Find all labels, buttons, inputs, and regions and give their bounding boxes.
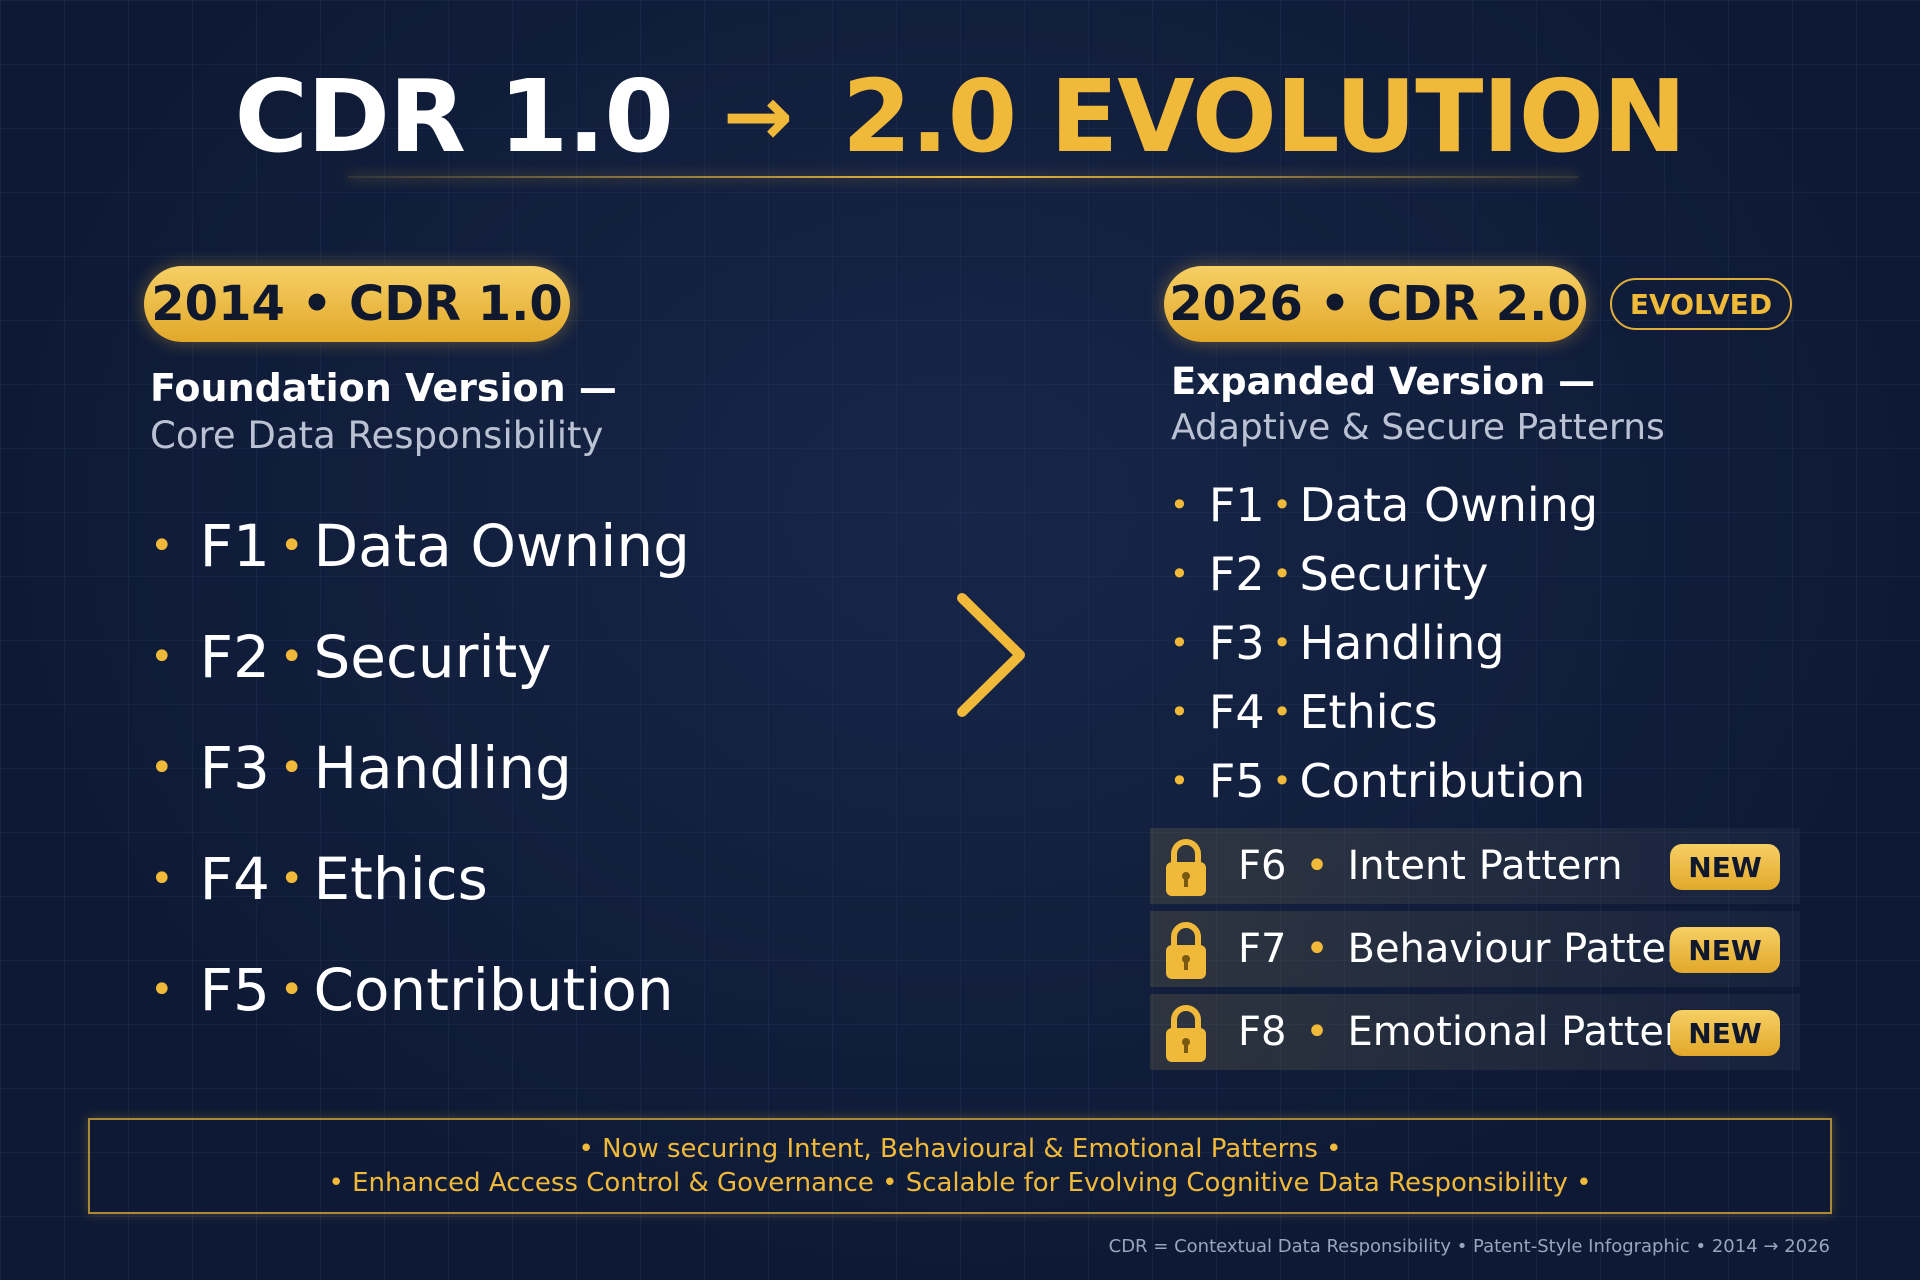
- new-item-f7: F7 • Behaviour Pattern NEW: [1150, 911, 1800, 987]
- summary-box: • Now securing Intent, Behavioural & Emo…: [88, 1118, 1832, 1214]
- right-list-item-f3: • F3 • Handling: [1170, 616, 1505, 670]
- item-label: Security: [313, 623, 552, 691]
- lock-icon: [1166, 839, 1206, 896]
- summary-line-1: • Now securing Intent, Behavioural & Emo…: [578, 1134, 1342, 1164]
- item-label: Behaviour Pattern: [1347, 926, 1708, 972]
- title-right: 2.0 EVOLUTION: [842, 58, 1686, 175]
- bullet-dot: •: [150, 967, 174, 1013]
- item-code: F2: [199, 623, 270, 691]
- item-code: F1: [199, 512, 270, 580]
- title-divider: [348, 176, 1578, 178]
- item-code: F5: [199, 956, 270, 1024]
- right-list-item-f5: • F5 • Contribution: [1170, 754, 1585, 808]
- item-separator: •: [279, 967, 304, 1013]
- item-separator: •: [279, 856, 304, 902]
- item-label: Emotional Pattern: [1347, 1009, 1706, 1055]
- item-label: Handling: [313, 734, 572, 802]
- new-item-f8: F8 • Emotional Pattern NEW: [1150, 994, 1800, 1070]
- item-separator: •: [1305, 1009, 1329, 1055]
- item-code: F5: [1208, 754, 1265, 808]
- right-heading: Expanded Version —: [1171, 360, 1596, 403]
- new-badge: NEW: [1670, 927, 1780, 973]
- item-code: F4: [199, 845, 270, 913]
- item-code: F1: [1208, 478, 1265, 532]
- summary-line-2: • Enhanced Access Control & Governance •…: [328, 1168, 1592, 1198]
- item-label: Contribution: [313, 956, 674, 1024]
- left-list-item-f5: • F5 • Contribution: [150, 956, 674, 1024]
- bullet-dot: •: [1170, 555, 1189, 593]
- right-list-item-f2: • F2 • Security: [1170, 547, 1488, 601]
- left-description: Core Data Responsibility: [150, 414, 604, 457]
- title-left: CDR 1.0: [234, 58, 674, 175]
- bullet-dot: •: [1170, 486, 1189, 524]
- left-list-item-f1: • F1 • Data Owning: [150, 512, 690, 580]
- item-code: F3: [1208, 616, 1265, 670]
- right-description: Adaptive & Secure Patterns: [1171, 407, 1665, 448]
- item-label: Handling: [1299, 616, 1505, 670]
- item-separator: •: [279, 634, 304, 680]
- bullet-dot: •: [150, 523, 174, 569]
- bullet-dot: •: [150, 856, 174, 902]
- item-separator: •: [279, 523, 304, 569]
- item-label: Data Owning: [313, 512, 690, 580]
- bullet-dot: •: [150, 745, 174, 791]
- item-label: Contribution: [1299, 754, 1586, 808]
- right-list-item-f4: • F4 • Ethics: [1170, 685, 1438, 739]
- title-arrow: →: [722, 67, 793, 165]
- arrow-right-icon: [740, 593, 1025, 717]
- bullet-dot: •: [1170, 762, 1189, 800]
- bullet-dot: •: [150, 634, 174, 680]
- new-badge: NEW: [1670, 844, 1780, 890]
- new-item-text: F7 • Behaviour Pattern: [1238, 926, 1707, 972]
- item-code: F2: [1208, 547, 1265, 601]
- item-label: Ethics: [313, 845, 488, 913]
- item-code: F6: [1238, 843, 1287, 889]
- lock-icon: [1166, 922, 1206, 979]
- item-label: Ethics: [1299, 685, 1438, 739]
- left-list-item-f2: • F2 • Security: [150, 623, 552, 691]
- version-pill-2026: 2026 • CDR 2.0: [1164, 266, 1586, 342]
- item-separator: •: [1272, 486, 1292, 524]
- evolved-badge: EVOLVED: [1610, 278, 1792, 330]
- right-list-item-f1: • F1 • Data Owning: [1170, 478, 1598, 532]
- left-list-item-f3: • F3 • Handling: [150, 734, 572, 802]
- left-list-item-f4: • F4 • Ethics: [150, 845, 488, 913]
- item-separator: •: [1272, 555, 1292, 593]
- lock-icon: [1166, 1005, 1206, 1062]
- footnote: CDR = Contextual Data Responsibility • P…: [1108, 1236, 1830, 1257]
- item-code: F3: [199, 734, 270, 802]
- new-item-text: F6 • Intent Pattern: [1238, 843, 1623, 889]
- item-separator: •: [1305, 926, 1329, 972]
- item-separator: •: [1272, 624, 1292, 662]
- new-item-text: F8 • Emotional Pattern: [1238, 1009, 1705, 1055]
- item-separator: •: [1272, 762, 1292, 800]
- item-label: Intent Pattern: [1347, 843, 1623, 889]
- bullet-dot: •: [1170, 624, 1189, 662]
- item-label: Security: [1299, 547, 1489, 601]
- new-item-f6: F6 • Intent Pattern NEW: [1150, 828, 1800, 904]
- item-separator: •: [1272, 693, 1292, 731]
- new-badge: NEW: [1670, 1010, 1780, 1056]
- item-code: F4: [1208, 685, 1265, 739]
- page-title: CDR 1.0 → 2.0 EVOLUTION: [0, 58, 1920, 175]
- item-code: F8: [1238, 1009, 1287, 1055]
- item-separator: •: [1305, 843, 1329, 889]
- version-pill-2014: 2014 • CDR 1.0: [144, 266, 570, 342]
- bullet-dot: •: [1170, 693, 1189, 731]
- item-code: F7: [1238, 926, 1287, 972]
- item-label: Data Owning: [1299, 478, 1599, 532]
- item-separator: •: [279, 745, 304, 791]
- left-heading: Foundation Version —: [150, 366, 617, 410]
